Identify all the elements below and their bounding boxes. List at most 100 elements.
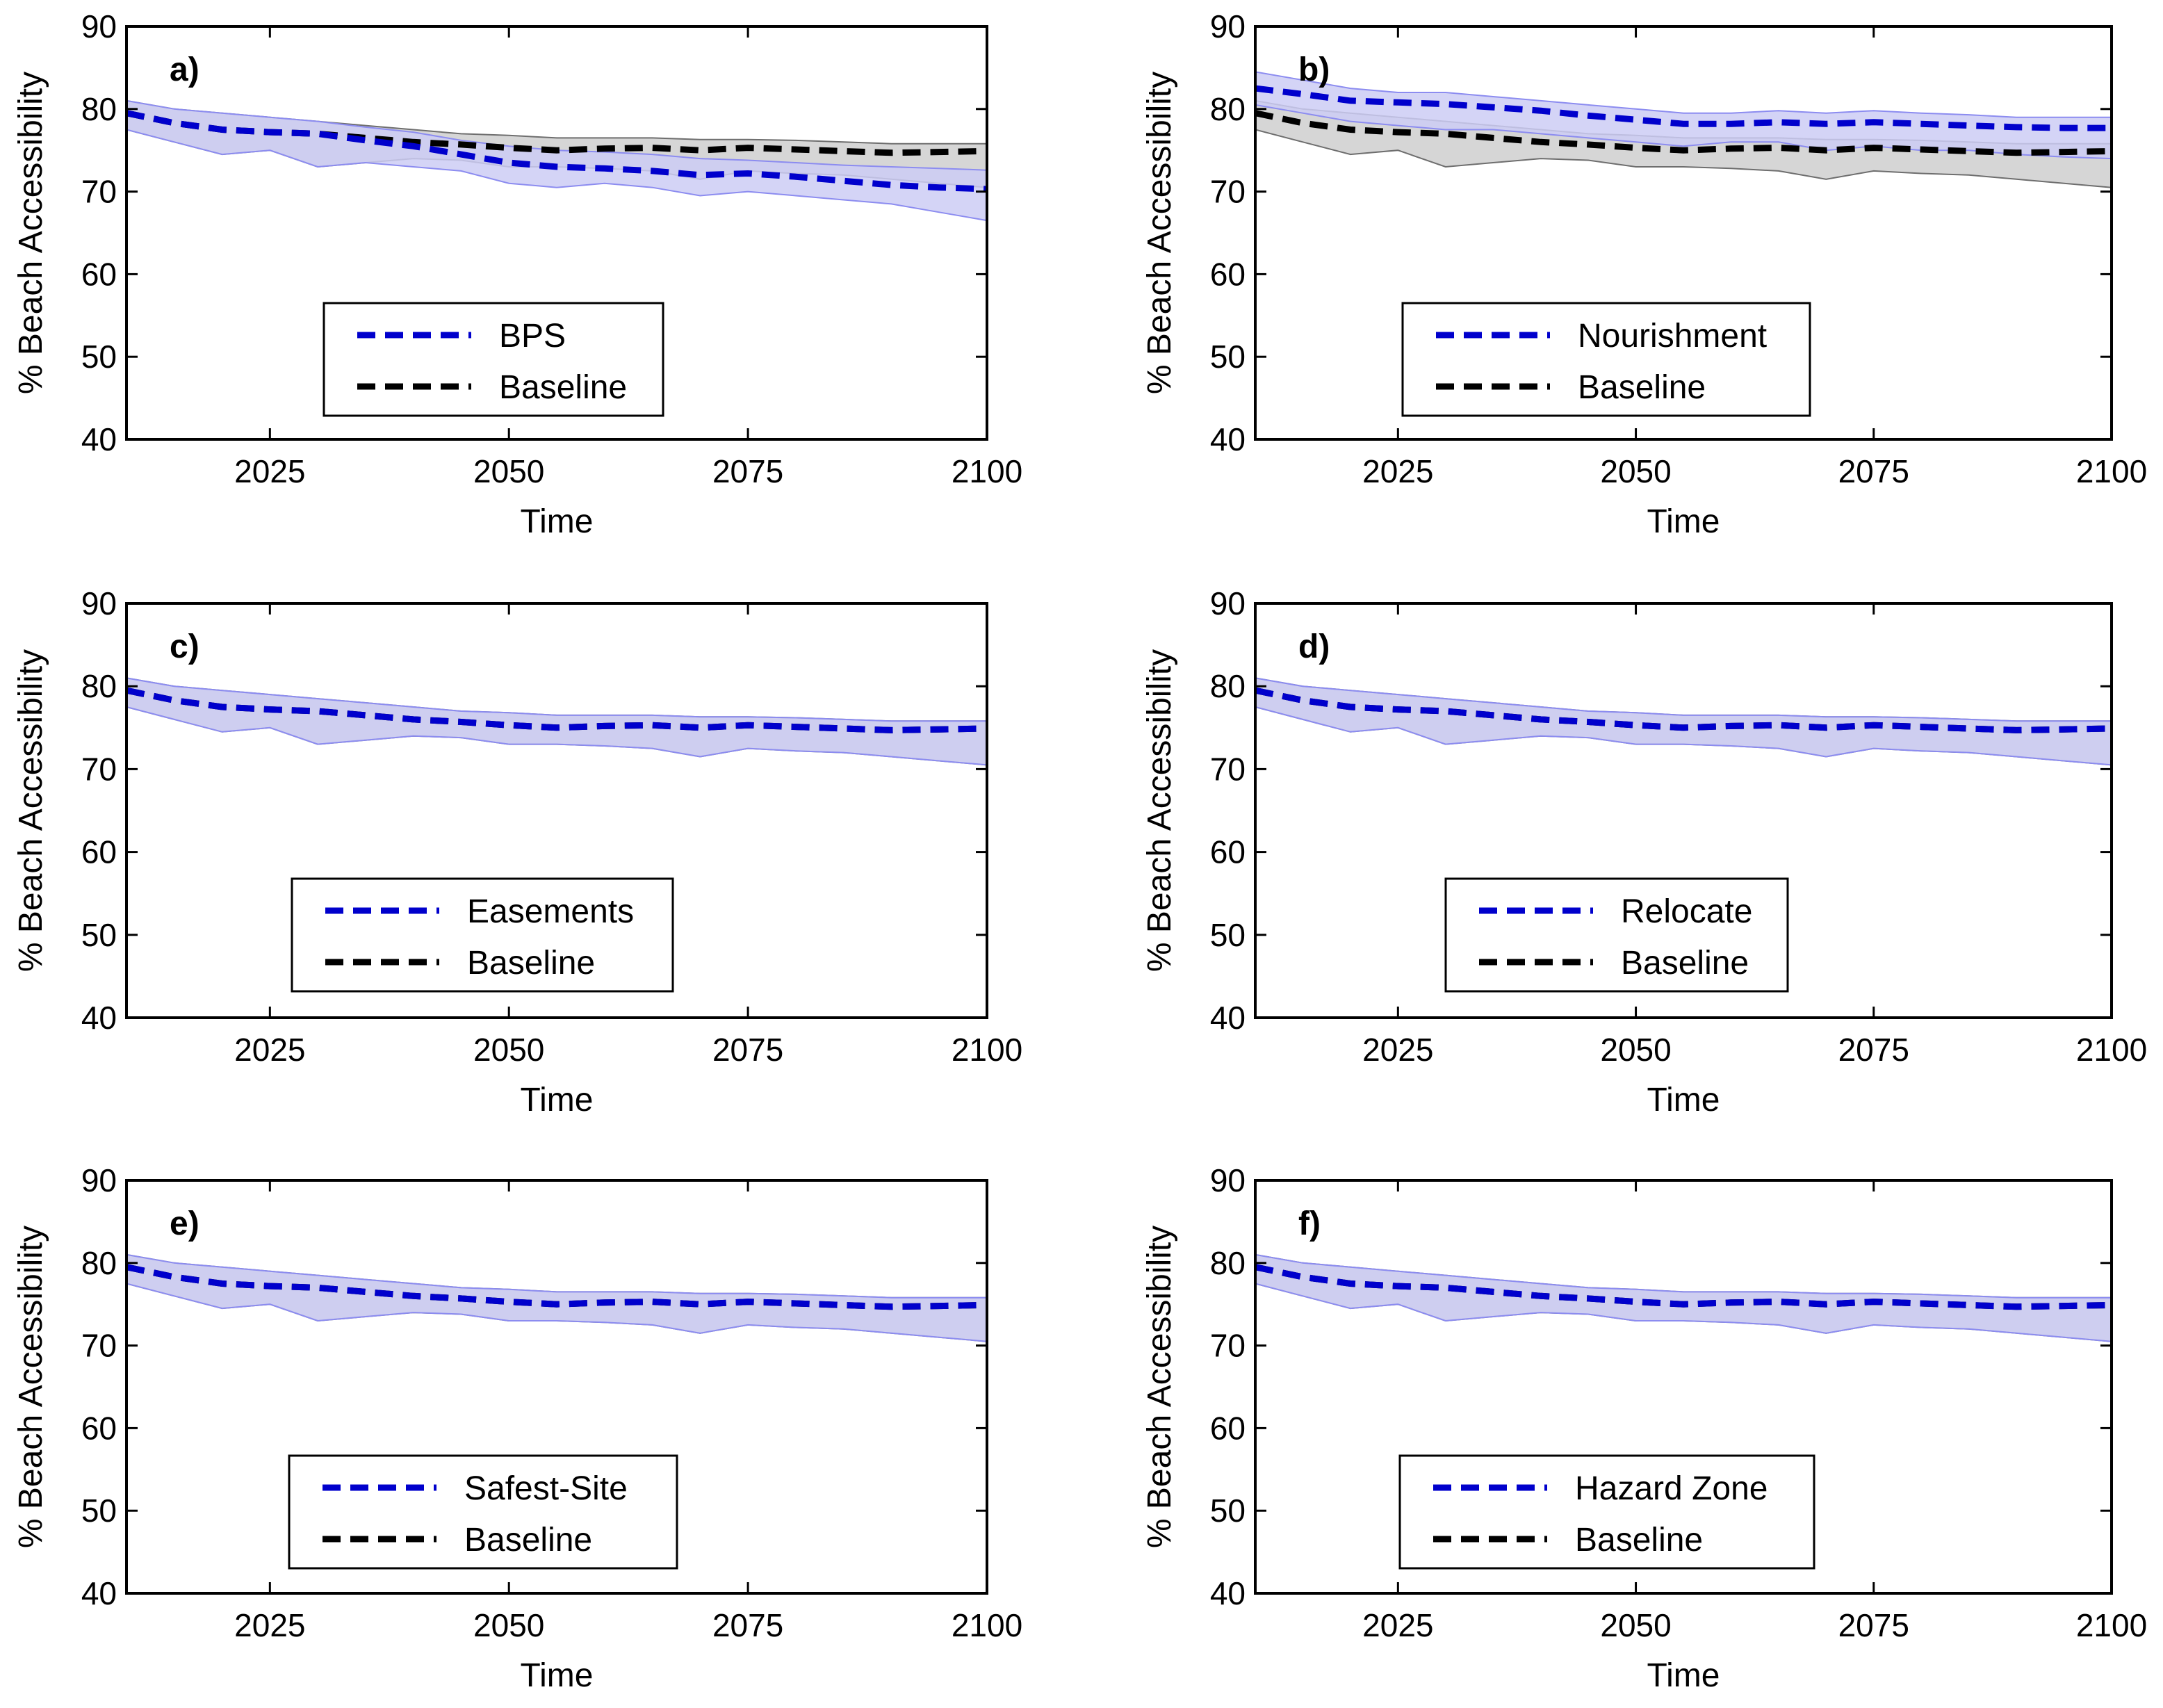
x-tick-label: 2100	[952, 1607, 1022, 1643]
y-tick-label: 70	[1210, 174, 1246, 210]
legend-label: Relocate	[1621, 893, 1752, 930]
x-tick-label: 2025	[234, 453, 305, 489]
panel-b: 40 50 60 70 80 90 2025 2050 2075 2100 Time % Beach …	[1141, 8, 2147, 540]
panel-label: e)	[170, 1205, 199, 1242]
y-tick-label: 70	[81, 1328, 117, 1364]
x-tick-label: 2075	[1838, 453, 1909, 489]
legend-label: Baseline	[1621, 945, 1749, 982]
legend: Hazard Zone Baseline	[1398, 1454, 1815, 1570]
y-tick-label: 50	[1210, 917, 1246, 953]
y-tick-label: 80	[81, 91, 117, 127]
strategy-band	[1255, 71, 2112, 160]
series-line-bps	[126, 110, 987, 193]
x-tick-label: 2050	[1600, 1032, 1671, 1068]
axes-frame	[1254, 25, 2113, 441]
axes-frame	[1254, 1179, 2113, 1595]
plot-area	[1255, 1253, 2112, 1342]
x-tick-label: 2025	[1362, 453, 1433, 489]
y-tick-label: 80	[1210, 668, 1246, 704]
legend-label: Baseline	[467, 945, 595, 982]
x-axis-label: Time	[521, 1657, 594, 1694]
y-axis-label: % Beach Accessibility	[1141, 649, 1178, 972]
legend: Nourishment Baseline	[1401, 302, 1811, 417]
y-tick-label: 50	[81, 1493, 117, 1529]
legend-label: Easements	[467, 893, 634, 930]
panel-label: b)	[1298, 51, 1330, 88]
series-line-baseline	[1255, 110, 2112, 156]
y-tick-label: 50	[1210, 339, 1246, 375]
y-tick-label: 80	[81, 1245, 117, 1281]
legend-box	[1401, 302, 1811, 417]
axes-frame	[1254, 602, 2113, 1019]
panel-c: 40 50 60 70 80 90 2025 2050 2075 2100 Time % Beach …	[13, 585, 1022, 1119]
plot-area	[126, 677, 987, 766]
panel-e: 40 50 60 70 80 90 2025 2050 2075 2100 Time % Beach …	[13, 1162, 1022, 1694]
legend: Easements Baseline	[291, 877, 674, 993]
legend-box	[288, 1454, 678, 1570]
y-tick-label: 60	[81, 834, 117, 870]
plot-area	[1255, 71, 2112, 188]
x-tick-label: 2050	[1600, 1607, 1671, 1643]
legend-box	[323, 302, 664, 417]
strategy-band	[1255, 677, 2112, 766]
x-tick-label: 2100	[2076, 1607, 2147, 1643]
x-tick-label: 2075	[712, 1032, 783, 1068]
y-tick-label: 70	[81, 751, 117, 787]
panel-a: 40 50 60 70 80 90 2025 2050 2075 2100 Time % Beach …	[13, 8, 1022, 540]
y-tick-label: 80	[81, 668, 117, 704]
x-tick-label: 2075	[712, 1607, 783, 1643]
y-tick-label: 60	[1210, 834, 1246, 870]
axes-frame	[125, 25, 988, 441]
x-tick-label: 2100	[2076, 453, 2147, 489]
x-tick-label: 2075	[1838, 1607, 1909, 1643]
y-tick-label: 70	[81, 174, 117, 210]
strategy-band	[126, 677, 987, 766]
x-tick-label: 2050	[473, 453, 544, 489]
series-line-safest-site	[126, 1264, 987, 1310]
y-tick-label: 80	[1210, 91, 1246, 127]
legend-box	[1444, 877, 1789, 993]
y-tick-label: 50	[81, 917, 117, 953]
plot-area	[126, 1253, 987, 1342]
y-tick-label: 90	[81, 8, 117, 44]
panel-label: f)	[1298, 1205, 1321, 1242]
x-tick-label: 2100	[952, 453, 1022, 489]
panel-label: c)	[170, 628, 199, 665]
panel-d: 40 50 60 70 80 90 2025 2050 2075 2100 Time % Beach …	[1141, 585, 2147, 1119]
x-tick-label: 2100	[2076, 1032, 2147, 1068]
legend-label: Hazard Zone	[1575, 1470, 1768, 1507]
x-tick-label: 2050	[473, 1607, 544, 1643]
y-tick-label: 60	[81, 256, 117, 292]
y-tick-label: 50	[81, 339, 117, 375]
x-tick-label: 2025	[234, 1607, 305, 1643]
y-tick-label: 50	[1210, 1493, 1246, 1529]
y-axis-label: % Beach Accessibility	[13, 649, 49, 972]
panel-label: a)	[170, 51, 199, 88]
y-tick-label: 90	[1210, 1162, 1246, 1198]
y-tick-label: 60	[81, 1410, 117, 1446]
x-tick-label: 2050	[473, 1032, 544, 1068]
legend-label: Baseline	[499, 369, 627, 406]
legend-label: Baseline	[1578, 369, 1706, 406]
y-tick-label: 70	[1210, 751, 1246, 787]
axes-frame	[125, 602, 988, 1019]
legend-label: Baseline	[464, 1522, 592, 1559]
panel-label: d)	[1298, 628, 1330, 665]
y-tick-label: 60	[1210, 1410, 1246, 1446]
y-axis-label: % Beach Accessibility	[1141, 1226, 1178, 1548]
series-line-easements	[126, 687, 987, 733]
axes-frame	[125, 1179, 988, 1595]
y-tick-label: 40	[1210, 421, 1246, 457]
series-line-hazard-zone	[1255, 1264, 2112, 1310]
legend: BPS Baseline	[323, 302, 664, 417]
y-axis-label: % Beach Accessibility	[13, 1226, 49, 1548]
plot-area	[126, 99, 987, 222]
y-tick-label: 70	[1210, 1328, 1246, 1364]
y-tick-label: 90	[81, 585, 117, 621]
legend: Relocate Baseline	[1444, 877, 1789, 993]
legend-label: BPS	[499, 318, 566, 355]
y-tick-label: 40	[81, 421, 117, 457]
legend-box	[291, 877, 674, 993]
x-tick-label: 2100	[952, 1032, 1022, 1068]
